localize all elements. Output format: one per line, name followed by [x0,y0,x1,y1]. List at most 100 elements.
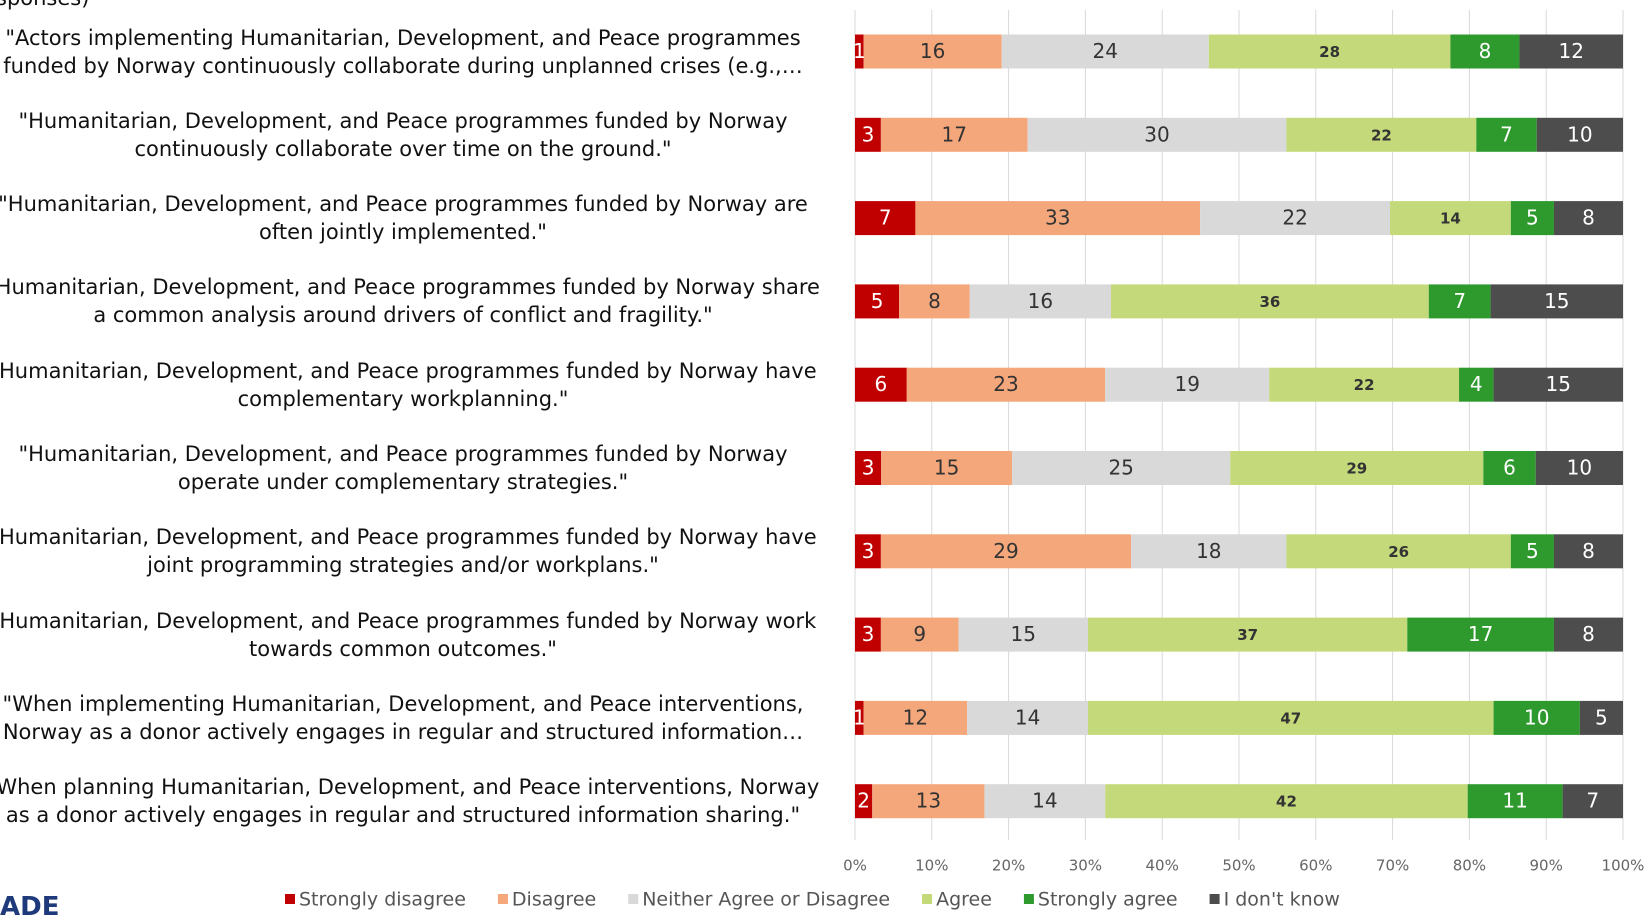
bar-segment [1493,367,1623,402]
data-label: 15 [1011,622,1036,646]
x-tick-label: 10% [915,857,948,875]
data-label: 17 [942,122,967,146]
bar-segment [880,534,1132,569]
data-label: 7 [1586,789,1599,813]
bar-segment [984,784,1106,819]
category-label: "Humanitarian, Development, and Peace pr… [0,192,808,245]
x-tick-label: 50% [1222,857,1255,875]
data-label: 8 [1479,39,1492,63]
data-label: 6 [875,372,888,396]
legend-swatch [628,894,639,904]
category-label: "Actors implementing Humanitarian, Devel… [3,25,803,78]
bar-segment [1562,784,1623,819]
data-label: 16 [1028,289,1053,313]
bar-segment [855,451,882,485]
x-tick-label: 100% [1602,857,1645,875]
bar-segment [1510,534,1554,569]
data-label: 3 [862,539,875,563]
bar-segment [1493,700,1580,735]
data-label: 14 [1032,789,1057,813]
bar-segment [855,367,907,402]
bar-segment [899,284,970,319]
bar-segment [1269,367,1460,402]
x-tick-label: 0% [843,857,867,875]
data-label: 47 [1280,709,1301,727]
data-label: 18 [1196,539,1221,563]
bar-segment [915,201,1201,236]
data-label: 11 [1502,789,1527,813]
data-label: 5 [871,289,884,313]
category-label: "When implementing Humanitarian, Develop… [2,691,804,744]
data-label: 2 [857,789,870,813]
data-label: 10 [1567,456,1592,480]
category-label: "Humanitarian, Development, and Peace pr… [0,275,820,328]
data-label: 25 [1108,456,1133,480]
bar-segment [1286,117,1477,152]
data-label: 8 [1582,622,1595,646]
bar-segment [863,34,1002,69]
bar-segment [1105,367,1270,402]
bar-segment [1001,34,1209,69]
legend-swatch [922,894,933,904]
bar-segment [1535,451,1623,485]
bar-segment [1105,784,1468,819]
data-label: 14 [1015,705,1040,729]
data-label: 10 [1567,122,1592,146]
data-label: 36 [1259,293,1280,311]
bar-segment [1286,534,1511,569]
data-label: 29 [1346,460,1367,478]
bar-segment [855,617,881,652]
bar-segment [1200,201,1391,236]
data-label: 28 [1319,43,1340,61]
x-tick-label: 80% [1453,857,1486,875]
bar-segment [1536,117,1623,152]
bar-segment [1012,451,1231,485]
bar-segment [906,367,1106,402]
data-label: 5 [1526,539,1539,563]
category-label: "Humanitarian, Development, and Peace pr… [0,358,817,411]
data-label: 30 [1144,122,1169,146]
category-label: "Humanitarian, Development, and Peace pr… [18,442,788,494]
bar-segment [1111,284,1429,319]
category-label: "Humanitarian, Development, and Peace pr… [0,525,817,578]
legend-label: Agree [936,889,992,911]
legend-label: Disagree [512,889,596,911]
legend-label: I don't know [1224,889,1340,911]
data-label: 42 [1276,793,1297,811]
bar-segment [1459,367,1494,402]
category-label: "Humanitarian, Development, and Peace pr… [0,608,817,661]
data-label: 13 [916,789,941,813]
data-label: 12 [903,705,928,729]
data-label: 22 [1354,376,1375,394]
data-label: 22 [1371,126,1392,144]
bar-segment [1428,284,1491,319]
data-label: 1 [853,705,866,729]
bar-segment [1519,34,1623,69]
data-label: 7 [1453,289,1466,313]
data-label: 23 [993,372,1018,396]
legend-label: Strongly agree [1038,889,1178,911]
bar-segment [1553,617,1623,652]
bar-segment [1027,117,1287,152]
bar-segment [1407,617,1554,652]
data-label: 1 [853,39,866,63]
bar-segment [855,117,881,152]
legend-swatch [1209,894,1220,904]
bar-segment [1087,700,1494,735]
data-label: 14 [1440,210,1461,228]
data-label: 19 [1174,372,1199,396]
data-label: 17 [1468,622,1493,646]
data-label: 16 [920,39,945,63]
data-label: 10 [1524,705,1549,729]
legend-swatch [285,894,295,904]
data-label: 12 [1558,39,1583,63]
data-label: 6 [1503,456,1516,480]
data-label: 26 [1388,543,1409,561]
data-label: 8 [928,289,941,313]
legend-label: Strongly disagree [299,889,466,911]
data-label: 9 [913,622,926,646]
bar-segment [872,784,985,819]
data-label: 7 [1500,122,1513,146]
bar-segment [855,201,916,236]
